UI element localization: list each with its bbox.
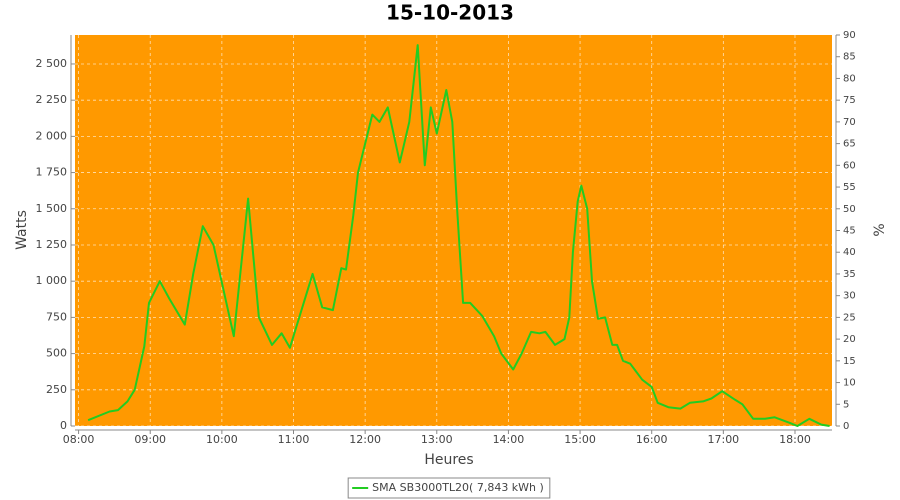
- y2-tick-label: 90: [843, 30, 856, 41]
- y2-tick-label: 35: [843, 269, 856, 280]
- plot-area: [75, 35, 832, 426]
- y2-tick-label: 65: [843, 139, 856, 150]
- y2-tick-label: 75: [843, 95, 856, 106]
- y2-tick-label: 85: [843, 52, 856, 63]
- y2-tick-label: 0: [843, 421, 849, 432]
- y2-tick-label: 5: [843, 399, 849, 410]
- y-axis-label: Watts: [14, 210, 30, 250]
- x-tick-label: 18:00: [779, 433, 811, 446]
- y2-tick-label: 30: [843, 291, 856, 302]
- x-tick-label: 09:00: [134, 433, 166, 446]
- y-tick-label: 750: [46, 310, 67, 323]
- y2-tick-label: 55: [843, 182, 856, 193]
- y2-tick-label: 15: [843, 356, 856, 367]
- x-tick-label: 12:00: [349, 433, 381, 446]
- y-tick-label: 1 500: [36, 202, 68, 215]
- x-tick-label: 16:00: [636, 433, 668, 446]
- y2-tick-label: 20: [843, 334, 856, 345]
- y2-tick-label: 50: [843, 204, 856, 215]
- y2-tick-label: 45: [843, 226, 856, 237]
- y-tick-label: 1 750: [36, 166, 68, 179]
- y-tick-label: 500: [46, 347, 67, 360]
- y2-tick-label: 40: [843, 247, 856, 258]
- x-tick-label: 14:00: [493, 433, 525, 446]
- y2-tick-label: 25: [843, 312, 856, 323]
- y2-tick-label: 70: [843, 117, 856, 128]
- legend: SMA SB3000TL20( 7,843 kWh ): [347, 477, 551, 499]
- y-tick-label: 2 250: [36, 93, 68, 106]
- chart-title: 15-10-2013: [386, 1, 514, 25]
- legend-box: [347, 477, 551, 499]
- y2-tick-label: 60: [843, 160, 856, 171]
- y-tick-label: 2 000: [36, 129, 68, 142]
- x-tick-label: 10:00: [206, 433, 238, 446]
- x-tick-label: 08:00: [63, 433, 95, 446]
- x-tick-label: 13:00: [421, 433, 453, 446]
- x-tick-label: 15:00: [564, 433, 596, 446]
- y2-tick-label: 80: [843, 73, 856, 84]
- y2-tick-label: 10: [843, 378, 856, 389]
- y-tick-label: 1 000: [36, 274, 68, 287]
- x-tick-label: 11:00: [278, 433, 310, 446]
- legend-label: SMA SB3000TL20( 7,843 kWh ): [372, 481, 544, 494]
- y-tick-label: 0: [60, 419, 67, 432]
- series-line: [87, 44, 830, 427]
- y-tick-label: 250: [46, 383, 67, 396]
- x-tick-label: 17:00: [707, 433, 739, 446]
- y-tick-label: 1 250: [36, 238, 68, 251]
- y-tick-label: 2 500: [36, 57, 68, 70]
- x-axis-label: Heures: [424, 452, 473, 468]
- y2-axis-label: %: [872, 223, 888, 236]
